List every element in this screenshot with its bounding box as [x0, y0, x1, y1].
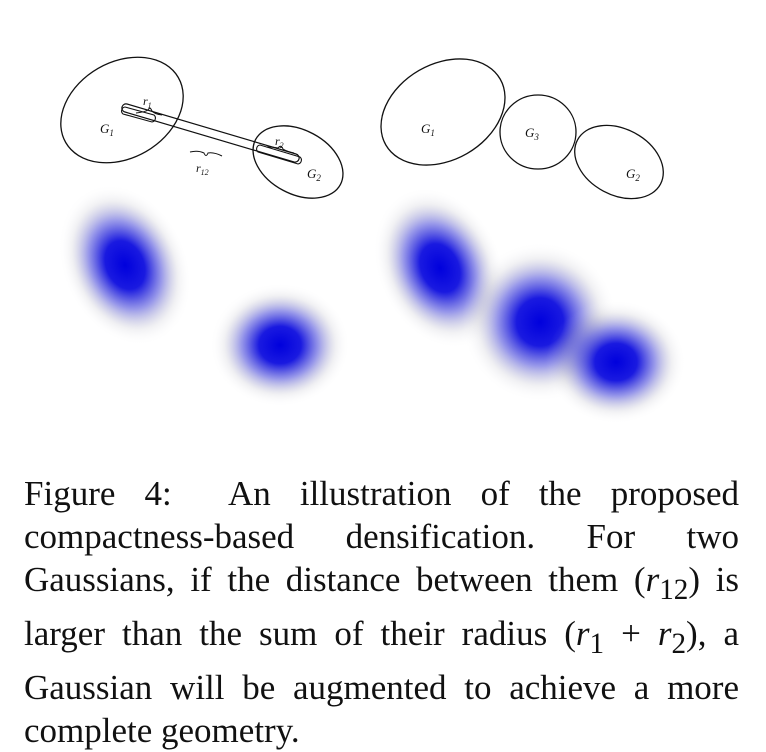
- figure-caption: Figure 4: An illustration of the propose…: [24, 472, 739, 752]
- ellipse-g1-right: [380, 58, 506, 166]
- ellipse-g3-right: [499, 94, 577, 170]
- caption-text-part2: ) is larger than the sum of their radius…: [24, 560, 739, 653]
- r12-math: r12: [645, 560, 689, 606]
- right-diagram: G1 G3 G2: [373, 58, 686, 424]
- g2-right-label: G2: [626, 166, 640, 183]
- ellipse-g2-right: [574, 124, 664, 200]
- gaussian-blob-g2-right: [546, 300, 686, 424]
- r12-brace: [189, 150, 223, 157]
- r1-label: r1: [143, 94, 152, 110]
- r2-capsule: [256, 144, 302, 165]
- r1-brace: [135, 107, 163, 116]
- gaussian-blob-g2-left: [210, 283, 350, 407]
- g1-left-label: G1: [100, 121, 114, 138]
- r2-brace: [265, 145, 295, 154]
- ellipse-g1-left: [60, 56, 184, 164]
- r1-capsule: [121, 106, 156, 123]
- figure-illustration: G1 r1 r12 r2 G2 G1 G3 G2: [58, 56, 686, 424]
- caption-text-part3: ), a Gaussian will be augmented to achie…: [24, 614, 739, 750]
- r12-capsule: [121, 103, 300, 163]
- g2-left-label: G2: [307, 166, 321, 183]
- r12-label: r12: [196, 161, 209, 177]
- g1-right-label: G1: [421, 121, 435, 138]
- gaussian-blob-g1-left: [58, 184, 192, 346]
- caption-text-part1: An illustration of the proposed compactn…: [24, 474, 739, 599]
- g3-right-label: G3: [525, 125, 539, 142]
- ellipse-g2-left: [252, 125, 344, 199]
- figure-label: Figure 4:: [24, 474, 172, 513]
- r1-plus-r2-math: r1 + r2: [575, 614, 687, 660]
- r2-label: r2: [275, 134, 284, 150]
- left-diagram: G1 r1 r12 r2 G2: [58, 56, 350, 407]
